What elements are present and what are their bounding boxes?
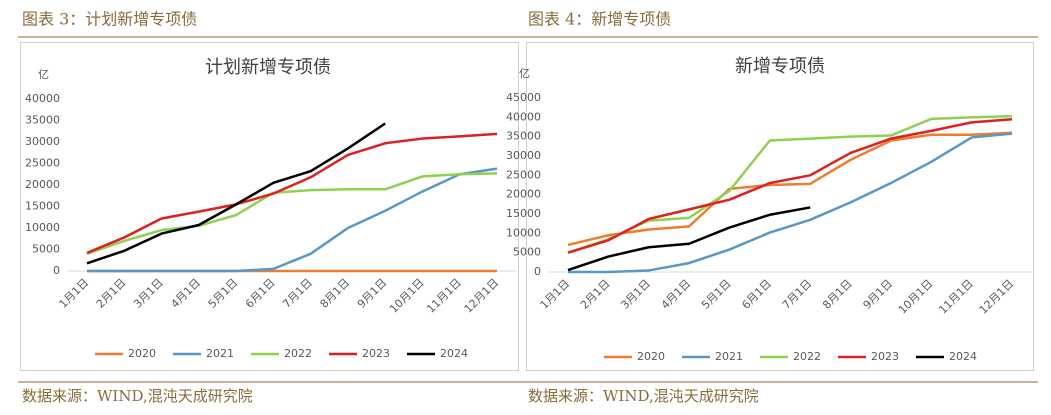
x-tick-label: 1月1日 [57, 276, 92, 311]
y-tick-label: 0 [53, 264, 60, 277]
y-tick-label: 5000 [513, 246, 541, 259]
legend-label: 2022 [284, 347, 312, 360]
y-tick-label: 20000 [25, 178, 60, 191]
x-tick-label: 8月1日 [318, 276, 353, 311]
y-tick-label: 5000 [32, 243, 60, 256]
x-tick-label: 6月1日 [243, 276, 278, 311]
x-tick-label: 10月1日 [387, 276, 427, 316]
legend-label: 2021 [715, 350, 743, 363]
chart-frame [20, 42, 519, 371]
caption: 图表 3：计划新增专项债 [22, 10, 197, 29]
x-tick-label: 4月1日 [659, 277, 694, 312]
x-tick-label: 3月1日 [618, 277, 653, 312]
line-series [567, 206, 811, 272]
y-tick-label: 10000 [25, 221, 60, 234]
x-tick-label: 6月1日 [739, 277, 774, 312]
line-series [86, 172, 498, 255]
x-tick-label: 9月1日 [861, 277, 896, 312]
chart-frame [526, 42, 1034, 371]
y-tick-label: 30000 [25, 135, 60, 148]
line-series [87, 167, 498, 273]
x-tick-label: 10月1日 [896, 277, 936, 317]
x-tick-label: 11月1日 [936, 277, 976, 317]
source: 数据来源：WIND,混沌天成研究院 [528, 387, 759, 405]
x-tick-label: 3月1日 [131, 276, 166, 311]
line-series [567, 131, 1013, 247]
y-tick-label: 35000 [25, 114, 60, 127]
legend-label: 2024 [440, 347, 468, 360]
line-series [568, 132, 1013, 274]
legend-label: 2024 [949, 350, 977, 363]
x-tick-label: 8月1日 [820, 277, 855, 312]
x-tick-label: 4月1日 [168, 276, 203, 311]
y-tick-label: 0 [534, 265, 541, 278]
x-tick-label: 7月1日 [780, 277, 815, 312]
y-tick-label: 30000 [506, 149, 541, 162]
x-tick-label: 2月1日 [94, 276, 129, 311]
caption: 图表 4：新增专项债 [528, 10, 671, 29]
x-tick-label: 1月1日 [538, 277, 573, 312]
y-tick-label: 25000 [25, 157, 60, 170]
y-tick-label: 40000 [506, 110, 541, 123]
x-tick-label: 11月1日 [424, 276, 464, 316]
y-tick-label: 15000 [25, 200, 60, 213]
y-axis-label: 亿 [519, 67, 530, 80]
chart-title: 新增专项债 [735, 56, 825, 77]
y-tick-label: 10000 [506, 226, 541, 239]
legend-label: 2022 [793, 350, 821, 363]
legend-label: 2023 [362, 347, 390, 360]
legend-label: 2020 [637, 350, 665, 363]
x-tick-label: 7月1日 [280, 276, 315, 311]
y-tick-label: 15000 [506, 207, 541, 220]
y-tick-label: 25000 [506, 168, 541, 181]
y-axis-label: 亿 [38, 68, 49, 81]
legend-label: 2020 [128, 347, 156, 360]
x-tick-label: 12月1日 [977, 277, 1017, 317]
chart-title: 计划新增专项债 [205, 57, 331, 78]
y-tick-label: 35000 [506, 130, 541, 143]
x-tick-label: 2月1日 [578, 277, 613, 312]
line-series [86, 122, 386, 265]
x-tick-label: 9月1日 [355, 276, 390, 311]
source: 数据来源：WIND,混沌天成研究院 [22, 387, 253, 405]
legend-label: 2023 [871, 350, 899, 363]
legend-label: 2021 [206, 347, 234, 360]
line-series [86, 132, 498, 255]
x-tick-label: 5月1日 [206, 276, 241, 311]
x-tick-label: 5月1日 [699, 277, 734, 312]
y-tick-label: 20000 [506, 188, 541, 201]
line-series [567, 118, 1013, 254]
x-tick-label: 12月1日 [462, 276, 502, 316]
y-tick-label: 40000 [25, 92, 60, 105]
y-tick-label: 45000 [506, 91, 541, 104]
